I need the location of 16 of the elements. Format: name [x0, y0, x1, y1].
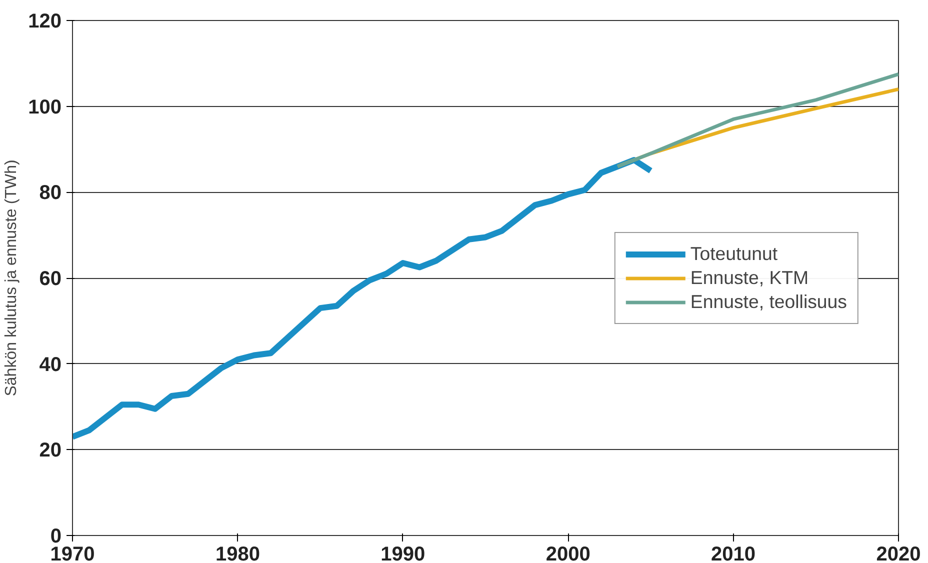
line-series: [616, 72, 898, 168]
x-tick-label: 2020: [876, 544, 921, 563]
y-tick-label: 100: [28, 96, 62, 118]
x-tick-label: 2010: [711, 544, 756, 563]
y-tick-label: 80: [39, 182, 62, 204]
y-tick-label: 20: [39, 440, 62, 462]
legend-label: Ennuste, teollisuus: [690, 290, 847, 312]
y-axis-title: Sähkön kulutus ja ennuste (TWh): [3, 160, 20, 396]
x-tick-label: 1990: [380, 544, 426, 563]
x-tick-label: 1980: [215, 544, 260, 563]
x-tick-label: 2000: [546, 544, 590, 563]
legend-label: Toteutunut: [690, 242, 778, 264]
y-tick-label: 40: [39, 354, 62, 376]
legend-label: Ennuste, KTM: [690, 266, 809, 288]
y-tick-label: 120: [28, 10, 62, 32]
y-tick-label: 60: [39, 268, 62, 290]
